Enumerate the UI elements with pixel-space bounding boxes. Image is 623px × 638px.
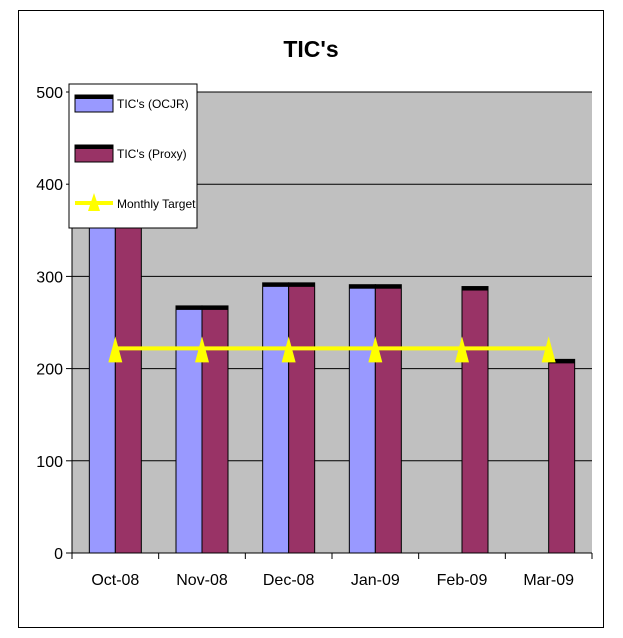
x-tick-label: Mar-09 <box>523 572 574 589</box>
target-marker <box>195 336 209 363</box>
legend: TIC's (OCJR) TIC's (Proxy) Monthly Targe… <box>68 83 198 229</box>
legend-label-proxy: TIC's (Proxy) <box>117 147 187 161</box>
x-tick-label: Feb-09 <box>437 572 488 589</box>
bar-proxy <box>548 358 576 554</box>
bar-top-proxy <box>548 359 575 364</box>
bar-proxy <box>374 284 402 554</box>
legend-label-target: Monthly Target <box>117 197 196 211</box>
legend-marker-target <box>88 193 100 211</box>
bar-ocjr <box>348 284 376 554</box>
bar-top-proxy <box>202 305 228 310</box>
x-tick-label: Dec-08 <box>263 572 315 589</box>
bar-ocjr <box>88 183 116 554</box>
bar-proxy <box>201 305 229 554</box>
bar-top-proxy <box>375 284 402 289</box>
bar-proxy <box>114 183 142 554</box>
x-tick-label: Jan-09 <box>351 572 400 589</box>
bar-top-proxy <box>462 286 488 291</box>
bar-top-ocjr <box>349 284 376 289</box>
y-tick-label: 200 <box>36 362 63 379</box>
target-marker <box>108 336 123 363</box>
legend-swatch-proxy-top <box>75 145 113 149</box>
bar-top-ocjr <box>176 305 202 310</box>
y-tick-label: 500 <box>36 85 63 102</box>
legend-label-ocjr: TIC's (OCJR) <box>117 97 189 111</box>
y-tick-label: 0 <box>54 546 63 563</box>
target-marker <box>368 336 383 363</box>
x-tick-label: Nov-08 <box>176 572 228 589</box>
legend-swatch-ocjr-top <box>75 95 113 99</box>
x-tick-label: Oct-08 <box>91 572 139 589</box>
y-tick-label: 300 <box>36 269 63 286</box>
y-tick-label: 100 <box>36 454 63 471</box>
bar-ocjr <box>175 305 203 554</box>
bar-proxy <box>288 282 316 554</box>
bar-top-proxy <box>288 282 315 287</box>
bar-ocjr <box>262 282 290 554</box>
y-tick-label: 400 <box>36 177 63 194</box>
target-marker <box>541 336 556 363</box>
chart-title: TIC's <box>283 36 338 62</box>
target-marker <box>281 336 296 363</box>
bar-proxy <box>461 286 489 554</box>
bar-top-ocjr <box>262 282 289 287</box>
target-marker <box>455 336 469 363</box>
